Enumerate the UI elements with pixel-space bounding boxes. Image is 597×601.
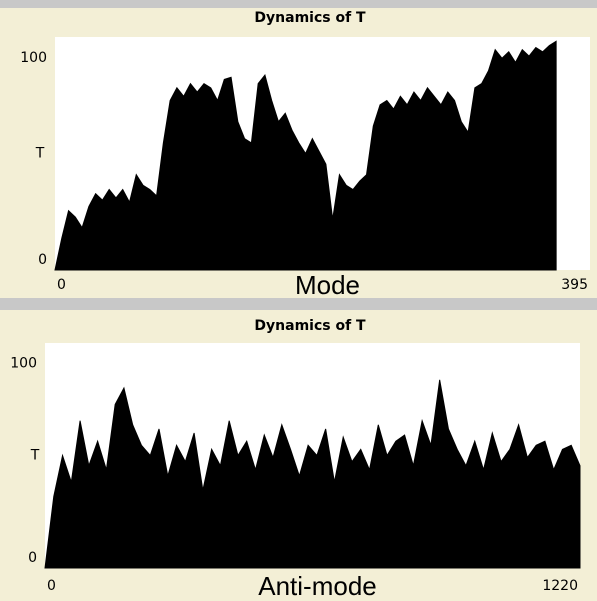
top-strip [0,0,597,8]
y-tick-label: 0 [38,252,47,268]
area [44,379,581,569]
x-tick-label: 0 [57,277,66,293]
x-axis-label: Mode [295,270,360,300]
y-axis-label: T [35,146,45,162]
x-tick-label: 395 [561,277,588,293]
y-tick-label: 0 [28,550,37,566]
x-axis-label: Anti-mode [258,571,377,601]
chart-title: Dynamics of T [254,10,366,26]
x-tick-label: 1220 [542,578,578,594]
y-tick-label: 100 [10,355,37,371]
x-tick-label: 0 [47,578,56,594]
separator [0,298,597,310]
y-axis-label: T [30,448,40,464]
area [54,40,557,271]
chart-title: Dynamics of T [254,318,366,334]
y-tick-label: 100 [20,50,47,66]
